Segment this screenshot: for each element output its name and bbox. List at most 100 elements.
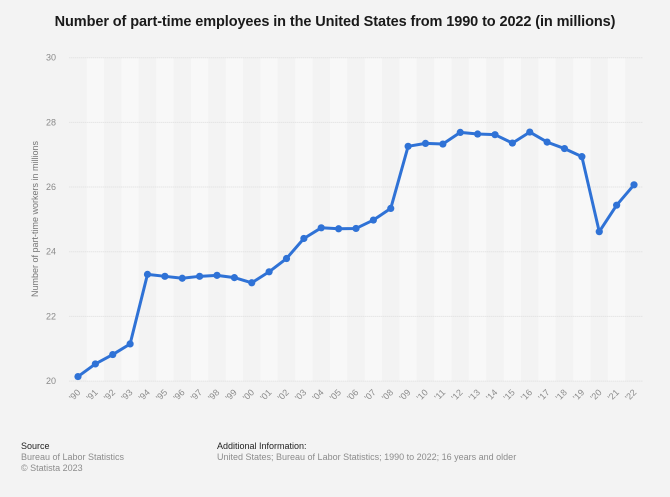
column-band [156,57,174,382]
x-tick-label: '20 [588,387,603,402]
column-band [382,57,400,382]
data-point [265,268,273,276]
y-tick-label: 22 [46,311,56,321]
column-band [607,57,626,382]
column-band [451,57,469,382]
x-tick-label: '16 [519,387,534,402]
data-point [526,128,534,136]
data-point [126,340,134,348]
x-tick-label: '15 [501,387,516,402]
x-tick-label: '09 [397,387,412,402]
column-band [260,57,278,382]
data-point [282,254,291,263]
column-band [573,57,591,382]
y-tick-label: 26 [46,182,56,192]
data-point [613,201,621,209]
data-point [213,271,221,279]
data-point [335,225,343,233]
data-point [595,228,603,236]
column-band [468,57,487,382]
data-point [439,140,447,148]
column-band [538,57,556,382]
x-tick-label: '14 [484,387,499,402]
series-points [74,128,638,381]
data-point [352,224,360,233]
y-tick-label: 20 [46,376,56,386]
additional-info-heading: Additional Information: [217,441,307,451]
data-point [543,138,551,146]
y-tick-label: 24 [46,247,56,257]
data-point [578,153,586,161]
x-tick-label: '99 [223,387,238,402]
data-point [300,234,308,243]
chart-title: Number of part-time employees in the Uni… [54,14,616,30]
column-band [555,57,574,382]
data-point [317,224,325,232]
data-point [161,272,169,280]
x-tick-label: '06 [345,387,360,402]
column-band [121,57,139,382]
column-band [208,57,226,382]
data-point [74,372,82,381]
column-band [399,57,417,382]
data-point [630,181,638,189]
column-band [138,57,157,382]
column-band [277,57,296,382]
data-point [508,139,516,147]
data-point [456,128,464,137]
column-band [434,57,452,382]
column-band [104,57,122,382]
data-point [387,204,395,213]
x-tick-label: '01 [258,387,273,402]
source-heading: Source [21,441,50,451]
y-axis-ticks: 20 22 24 26 28 30 [46,53,56,386]
x-tick-label: '94 [137,387,152,402]
data-point [248,279,256,287]
data-point [230,274,238,282]
column-band [347,57,365,382]
x-tick-label: '11 [432,387,447,402]
x-tick-label: '10 [415,387,430,402]
column-band [590,57,608,382]
column-bands [69,57,643,382]
x-tick-label: '02 [276,387,291,402]
x-axis-ticks: '90'91'92'93'94'95'96'97'98'99'00'01'02 '… [67,387,638,402]
x-tick-label: '07 [362,387,377,402]
gridlines [69,57,643,382]
x-tick-label: '90 [67,387,82,402]
column-band [243,57,261,382]
data-point [91,360,99,368]
x-tick-label: '17 [536,387,551,402]
x-tick-label: '21 [606,387,621,402]
x-tick-label: '05 [328,387,343,402]
data-point [178,274,186,282]
column-band [312,57,330,382]
source-line-1: Bureau of Labor Statistics [21,452,125,462]
data-point [196,272,204,280]
data-point [560,144,569,153]
x-tick-label: '00 [241,387,256,402]
column-band [173,57,191,382]
column-band [190,57,209,382]
data-point [491,131,499,139]
x-tick-label: '04 [310,387,325,402]
data-point [421,139,430,148]
additional-info-text: United States; Bureau of Labor Statistic… [217,452,517,462]
column-band [503,57,522,382]
copyright: © Statista 2023 [21,463,83,473]
x-tick-label: '13 [467,387,482,402]
data-point [369,216,377,224]
column-band [295,57,313,382]
x-tick-label: '95 [154,387,169,402]
column-band [69,57,87,382]
x-tick-label: '22 [623,387,638,402]
column-band [416,57,435,382]
x-tick-label: '19 [571,387,586,402]
y-axis-label: Number of part-time workers in millions [30,140,40,297]
y-tick-label: 30 [46,53,56,63]
x-tick-label: '92 [102,387,117,402]
x-tick-label: '91 [84,387,99,402]
y-tick-label: 28 [46,117,56,127]
data-point [143,270,152,278]
x-tick-label: '97 [189,387,204,402]
